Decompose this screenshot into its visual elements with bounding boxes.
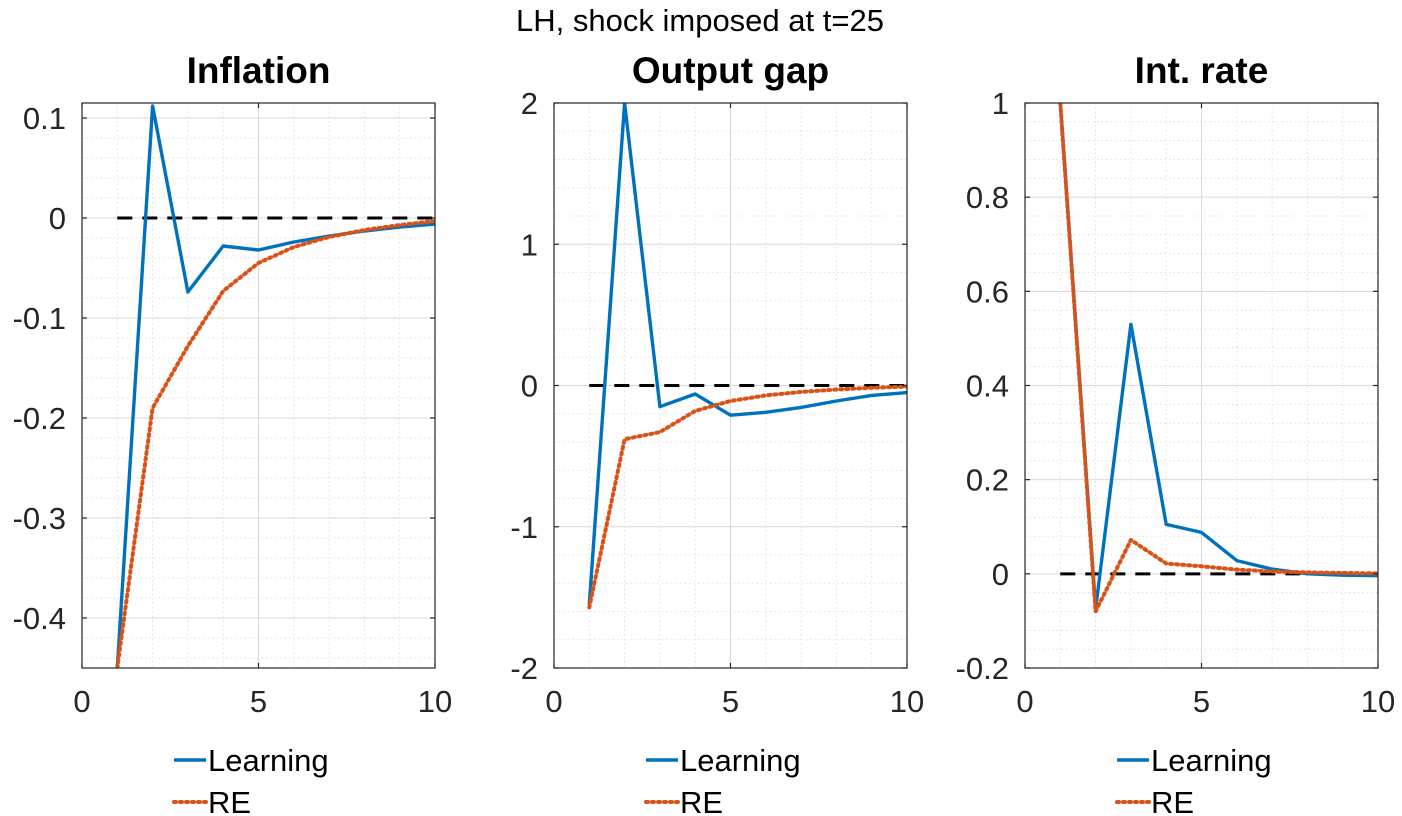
- series-line-learning: [587, 103, 907, 605]
- subplot-title: Inflation: [187, 50, 331, 91]
- legend-label-re: RE: [680, 785, 723, 816]
- subplot-panels: 0 5 10-0.4-0.3-0.2-0.100.1InflationLearnin…: [13, 50, 1396, 816]
- y-tick-label: 0.2: [966, 463, 1009, 498]
- legend-label-learning: Learning: [1151, 743, 1272, 778]
- y-tick-label: 1: [992, 86, 1009, 121]
- y-tick-label: -0.4: [13, 601, 66, 636]
- series-line-re: [115, 219, 435, 668]
- legend: Learning RE: [644, 743, 801, 816]
- y-tick-label: 0: [521, 369, 538, 404]
- legend: Learning RE: [1115, 743, 1272, 816]
- series-line-re: [587, 384, 907, 610]
- series-line-re: [1058, 103, 1378, 614]
- tick-marks: [1024, 102, 1379, 669]
- x-tick-label: 10: [418, 684, 452, 719]
- series-group: [587, 103, 907, 610]
- series-line-learning: [1058, 103, 1378, 611]
- y-tick-label: -0.2: [13, 401, 66, 436]
- y-tick-label: 0.8: [966, 180, 1009, 215]
- x-tick-label: 10: [1361, 684, 1395, 719]
- x-tick-label: 0: [545, 684, 562, 719]
- subplot-2: 0 5 10 -2 -1 0 1 2 Output gap Learning RE: [510, 50, 924, 816]
- legend: Learning RE: [172, 743, 329, 816]
- x-tick-label: 5: [250, 684, 267, 719]
- y-tick-label: 0.4: [966, 369, 1009, 404]
- tick-marks: [81, 103, 436, 668]
- y-tick-label: 0: [992, 557, 1009, 592]
- y-tick-label: 0: [49, 201, 66, 236]
- y-tick-label: -0.3: [13, 501, 66, 536]
- y-tick-label: 0.6: [966, 274, 1009, 309]
- x-tick-label: 0: [1016, 684, 1033, 719]
- y-tick-label: -1: [510, 510, 538, 545]
- tick-marks: [553, 102, 908, 669]
- x-tick-label: 10: [890, 684, 924, 719]
- y-tick-label: -2: [510, 651, 538, 686]
- figure-suptitle: LH, shock imposed at t=25: [516, 3, 884, 38]
- x-tick-label: 0: [73, 684, 90, 719]
- subplot-title: Output gap: [632, 50, 829, 91]
- y-tick-label: 2: [521, 86, 538, 121]
- series-group: [115, 104, 435, 668]
- x-tick-label: 5: [1193, 684, 1210, 719]
- y-tick-label: -0.2: [956, 651, 1009, 686]
- legend-label-learning: Learning: [680, 743, 801, 778]
- subplot-1: 0 5 10 -0.4 -0.3 -0.2 -0.1 0 0.1 Inflation Learnin…: [13, 50, 453, 816]
- series-group: [1058, 103, 1378, 614]
- y-tick-label: 1: [521, 227, 538, 262]
- y-tick-label: 0.1: [23, 101, 66, 136]
- subplot-title: Int. rate: [1135, 50, 1269, 91]
- y-tick-label: -0.1: [13, 301, 66, 336]
- x-tick-label: 5: [722, 684, 739, 719]
- legend-label-re: RE: [1151, 785, 1194, 816]
- legend-label-re: RE: [208, 785, 251, 816]
- legend-label-learning: Learning: [208, 743, 329, 778]
